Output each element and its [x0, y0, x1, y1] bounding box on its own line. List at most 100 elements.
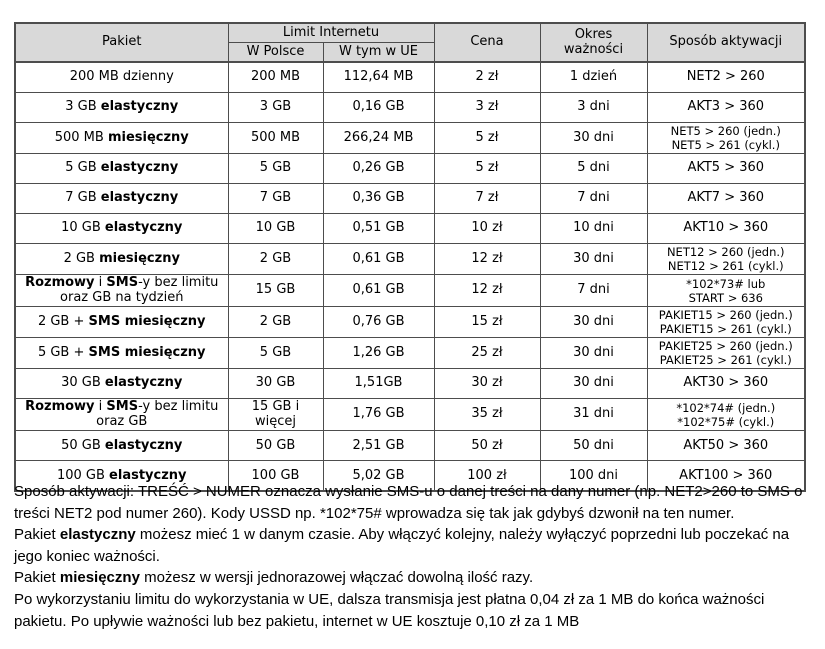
cell-limit-ue: 0,61 GB [322, 243, 435, 276]
table-row: 50 GB elastyczny 50 GB 2,51 GB 50 zł 50 dni A… [14, 430, 806, 462]
cell-pakiet: 3 GB elastyczny [14, 92, 229, 123]
cell-okres: 7 dni [539, 183, 648, 215]
table-row: 7 GB elastyczny 7 GB 0,36 GB 7 zł 7 dni AKT7 … [14, 183, 806, 215]
cell-pakiet: 2 GB miesięczny [14, 243, 229, 276]
internet-packages-table: Pakiet Limit Internetu Cena Okres ważnoś… [14, 22, 806, 493]
cell-limit-polska: 50 GB [227, 430, 324, 462]
table-header: Pakiet Limit Internetu Cena Okres ważnoś… [14, 22, 806, 63]
cell-pakiet: 30 GB elastyczny [14, 368, 229, 400]
cell-limit-ue: 266,24 MB [322, 121, 435, 155]
cell-pakiet: Rozmowy i SMS-y bez limitu oraz GB [14, 398, 229, 432]
cell-limit-polska: 100 GB [227, 460, 324, 492]
table-row: 2 GB miesięczny 2 GB 0,61 GB 12 zł 30 dni NET… [14, 243, 806, 276]
cell-pakiet: 200 MB dzienny [14, 61, 229, 93]
table-row: Rozmowy i SMS-y bez limitu oraz GB na ty… [14, 274, 806, 308]
cell-aktywacja: NET5 > 260 (jedn.) NET5 > 261 (cykl.) [646, 121, 806, 155]
cell-pakiet: 10 GB elastyczny [14, 213, 229, 245]
cell-cena: 7 zł [433, 183, 541, 215]
cell-pakiet: 7 GB elastyczny [14, 183, 229, 215]
cell-cena: 10 zł [433, 213, 541, 245]
cell-limit-ue: 0,16 GB [322, 92, 435, 123]
table-row: 200 MB dzienny 200 MB 112,64 MB 2 zł 1 dzień… [14, 61, 806, 93]
table-row: 2 GB + SMS miesięczny 2 GB 0,76 GB 15 zł 30 … [14, 306, 806, 339]
cell-limit-ue: 1,76 GB [322, 398, 435, 432]
cell-pakiet: 5 GB + SMS miesięczny [14, 337, 229, 370]
table-row: 3 GB elastyczny 3 GB 0,16 GB 3 zł 3 dni AKT3 … [14, 92, 806, 123]
cell-limit-polska: 5 GB [227, 153, 324, 185]
cell-limit-polska: 3 GB [227, 92, 324, 123]
table-row: 5 GB elastyczny 5 GB 0,26 GB 5 zł 5 dni AKT5 … [14, 153, 806, 185]
cell-pakiet: 500 MB miesięczny [14, 121, 229, 155]
cell-aktywacja: NET2 > 260 [646, 61, 806, 93]
cell-cena: 12 zł [433, 243, 541, 276]
cell-cena: 12 zł [433, 274, 541, 308]
column-header-w-tym-w-ue: W tym w UE [322, 42, 435, 63]
cell-cena: 30 zł [433, 368, 541, 400]
cell-cena: 35 zł [433, 398, 541, 432]
table-row: 500 MB miesięczny 500 MB 266,24 MB 5 zł 30 d… [14, 121, 806, 155]
footer-paragraph: Sposób aktywacji: TREŚĆ > NUMER oznacza … [14, 483, 803, 522]
cell-aktywacja: *102*73# lub START > 636 [646, 274, 806, 308]
footer-notes: Sposób aktywacji: TREŚĆ > NUMER oznacza … [14, 481, 814, 632]
cell-limit-ue: 112,64 MB [322, 61, 435, 93]
cell-okres: 30 dni [539, 337, 648, 370]
cell-cena: 50 zł [433, 430, 541, 462]
cell-limit-ue: 2,51 GB [322, 430, 435, 462]
table-row: 30 GB elastyczny 30 GB 1,51GB 30 zł 30 dni AK… [14, 368, 806, 400]
cell-pakiet: 50 GB elastyczny [14, 430, 229, 462]
cell-pakiet: 5 GB elastyczny [14, 153, 229, 185]
column-header-sposob-aktywacji: Sposób aktywacji [646, 22, 806, 63]
column-header-pakiet: Pakiet [14, 22, 229, 63]
column-header-limit-internetu: Limit Internetu [227, 22, 435, 43]
cell-okres: 1 dzień [539, 61, 648, 93]
cell-aktywacja: PAKIET25 > 260 (jedn.) PAKIET25 > 261 (cy… [646, 337, 806, 370]
cell-aktywacja: AKT3 > 360 [646, 92, 806, 123]
cell-pakiet: 100 GB elastyczny [14, 460, 229, 492]
table-row: 100 GB elastyczny 100 GB 5,02 GB 100 zł 100 … [14, 460, 806, 492]
cell-pakiet: 2 GB + SMS miesięczny [14, 306, 229, 339]
header-row-sub: W Polsce W tym w UE [15, 42, 805, 63]
cell-okres: 3 dni [539, 92, 648, 123]
cell-limit-ue: 0,51 GB [322, 213, 435, 245]
cell-cena: 5 zł [433, 153, 541, 185]
cell-limit-polska: 200 MB [227, 61, 324, 93]
cell-limit-ue: 0,61 GB [322, 274, 435, 308]
cell-limit-polska: 10 GB [227, 213, 324, 245]
cell-limit-polska: 15 GB i więcej [227, 398, 324, 432]
cell-aktywacja: AKT7 > 360 [646, 183, 806, 215]
cell-limit-polska: 500 MB [227, 121, 324, 155]
cell-okres: 31 dni [539, 398, 648, 432]
cell-aktywacja: AKT10 > 360 [646, 213, 806, 245]
cell-cena: 3 zł [433, 92, 541, 123]
cell-limit-polska: 5 GB [227, 337, 324, 370]
cell-aktywacja: *102*74# (jedn.) *102*75# (cykl.) [646, 398, 806, 432]
cell-aktywacja: AKT5 > 360 [646, 153, 806, 185]
cell-okres: 5 dni [539, 153, 648, 185]
footer-paragraph: Po wykorzystaniu limitu do wykorzystania… [14, 590, 765, 630]
cell-limit-polska: 15 GB [227, 274, 324, 308]
cell-aktywacja: AKT100 > 360 [646, 460, 806, 492]
cell-cena: 5 zł [433, 121, 541, 155]
cell-limit-ue: 0,76 GB [322, 306, 435, 339]
cell-okres: 30 dni [539, 306, 648, 339]
cell-cena: 15 zł [433, 306, 541, 339]
cell-okres: 50 dni [539, 430, 648, 462]
footer-paragraph: Pakiet miesięczny możesz w wersji jednor… [14, 569, 534, 587]
table-row: Rozmowy i SMS-y bez limitu oraz GB 15 GB … [14, 398, 806, 432]
cell-pakiet: Rozmowy i SMS-y bez limitu oraz GB na ty… [14, 274, 229, 308]
cell-cena: 100 zł [433, 460, 541, 492]
cell-limit-polska: 2 GB [227, 306, 324, 339]
cell-okres: 10 dni [539, 213, 648, 245]
cell-aktywacja: NET12 > 260 (jedn.) NET12 > 261 (cykl.) [646, 243, 806, 276]
header-row-main: Pakiet Limit Internetu Cena Okres ważnoś… [14, 22, 806, 63]
cell-limit-ue: 0,36 GB [322, 183, 435, 215]
cell-limit-polska: 2 GB [227, 243, 324, 276]
cell-limit-ue: 1,26 GB [322, 337, 435, 370]
cell-cena: 2 zł [433, 61, 541, 93]
cell-aktywacja: AKT50 > 360 [646, 430, 806, 462]
footer-paragraph: Pakiet elastyczny możesz mieć 1 w danym … [14, 526, 790, 565]
cell-limit-ue: 0,26 GB [322, 153, 435, 185]
column-header-w-polsce: W Polsce [227, 42, 324, 63]
cell-aktywacja: PAKIET15 > 260 (jedn.) PAKIET15 > 261 (cy… [646, 306, 806, 339]
